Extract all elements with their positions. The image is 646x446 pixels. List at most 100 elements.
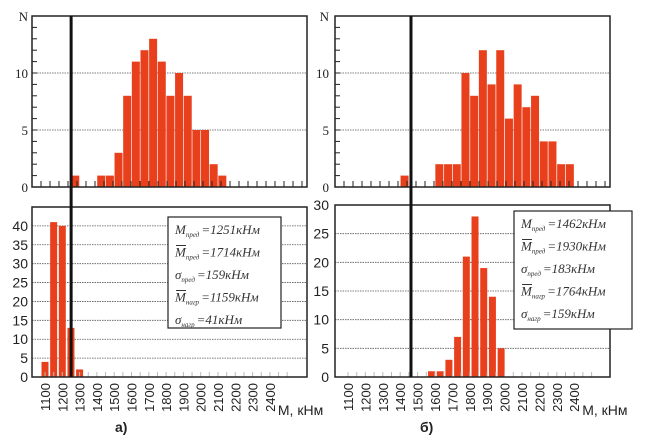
x-tick-label: 1600 [125,383,140,412]
histogram-bar [175,73,184,187]
histogram-bar [513,84,522,187]
x-tick-label: 1600 [428,383,443,412]
histogram-bar [461,73,470,187]
x-tick-label: 1500 [107,383,122,412]
x-tick-label: 1800 [463,383,478,412]
x-tick-label: 1900 [176,383,191,412]
x-tick-label: 1700 [445,383,460,412]
x-tick-label: 2300 [550,383,565,412]
histogram-bar [452,164,461,187]
histogram-bar [496,50,505,188]
histogram-bar [445,359,453,377]
histogram-bar [209,164,218,187]
x-tick-label: 2000 [498,383,513,412]
x-tick-label: 1900 [480,383,495,412]
stats-legend: Mпред =1462кНм Mпред =1930кНм σпред =183кНм Mн… [513,210,633,330]
histogram-bar [497,348,505,377]
x-tick-label: 1200 [358,383,373,412]
chart-a_bottom: 0 5 10 15 20 25 30 35 40 1100 1200 1300 1400 1500 1600… [12,206,323,435]
panel-caption: б) [420,419,433,435]
legend-entry: Mпред =1462кНм [520,216,606,233]
plot-frame [31,15,308,188]
legend-entry: Mпред =1930кНм [520,239,606,256]
histogram-bar [400,175,409,187]
y-tick-label: 10 [12,331,28,347]
x-tick-label: 2200 [228,383,243,412]
x-tick-label: 1300 [376,383,391,412]
x-tick-label: 2200 [532,383,547,412]
x-tick-label: 1400 [90,383,105,412]
x-tick-label: 2400 [567,383,582,412]
y-tick-label: 0 [323,180,330,195]
histogram-bar [487,84,496,187]
histogram-bar [462,256,470,377]
histogram-bar [149,38,158,187]
x-axis-label: M, кНм [278,402,323,418]
histogram-bar [522,107,531,187]
histogram-bar [105,175,114,187]
y-tick-label: 25 [12,275,28,291]
x-tick-label: 2000 [194,383,209,412]
x-tick-label: 1300 [73,383,88,412]
histogram-bar [123,95,132,187]
histogram-bar [480,268,488,377]
histogram-bar [470,95,479,187]
histogram-bar [548,141,557,187]
histogram-bar [140,50,149,188]
histogram-bar [218,175,227,187]
histogram-bar [97,175,106,187]
plot-frame [31,206,308,378]
legend-entry: Mнагр =1159кНм [174,290,259,307]
x-tick-label: 2100 [211,383,226,412]
histogram-bar [488,296,496,377]
legend-entry: σнагр =41кНм [175,312,242,329]
legend-entry: Mпред =1714кНм [174,245,260,262]
histogram-bar [565,164,574,187]
y-tick-label: 5 [22,123,29,138]
histogram-bar [157,61,166,187]
x-tick-label: 1500 [411,383,426,412]
histogram-bar [50,222,58,377]
legend-entry: Mнагр =1764кНм [520,284,606,301]
histogram-bar [444,164,453,187]
histogram-bar [539,141,548,187]
histogram-bar [114,152,123,187]
stats-legend: Mпред =1251кНм Mпред =1714кНм σпред =159кНм Mн… [167,216,282,329]
y-tick-label: 0 [22,180,29,195]
y-tick-label: 20 [313,254,329,270]
y-tick-label: 0 [20,369,28,385]
legend-entry: σпред =183кНм [521,261,595,278]
y-tick-label: 15 [313,283,329,299]
y-tick-label: 35 [12,237,28,253]
histogram-bar [436,371,444,377]
legend-entry: Mпред =1251кНм [174,222,260,239]
y-tick-label: 10 [313,312,329,328]
chart-b_bottom: 0 5 10 15 20 25 30 1100 1200 1300 1400 1500 1600 1700… [313,197,633,435]
histogram-bar [166,95,175,187]
y-tick-label: 15 [12,312,28,328]
y-tick-label: 30 [12,256,28,272]
y-tick-label: 5 [321,340,329,356]
histogram-bar [471,216,479,377]
legend-box [513,210,633,330]
x-tick-label: 1100 [341,383,356,411]
histogram-bar [71,175,80,187]
legend-box [167,216,282,329]
histogram-bar [201,130,210,187]
x-tick-label: 2300 [246,383,261,412]
chart-a_top: 0 5 10 N [15,9,308,195]
plot-frame [334,15,611,188]
histogram-bar [435,164,444,187]
histogram-bar [183,95,192,187]
histogram-bar [531,95,540,187]
y-tick-label: 10 [15,66,28,81]
histogram-bar [557,164,566,187]
histogram-bar [192,130,201,187]
x-tick-label: 2100 [515,383,530,412]
y-tick-label: 10 [316,66,329,81]
y-tick-label: 5 [20,350,28,366]
histogram-bar [504,118,513,187]
y-axis-label: N [320,9,330,24]
x-axis-label: M, кНм [582,402,627,418]
legend-entry: σпред =159кНм [175,267,249,284]
